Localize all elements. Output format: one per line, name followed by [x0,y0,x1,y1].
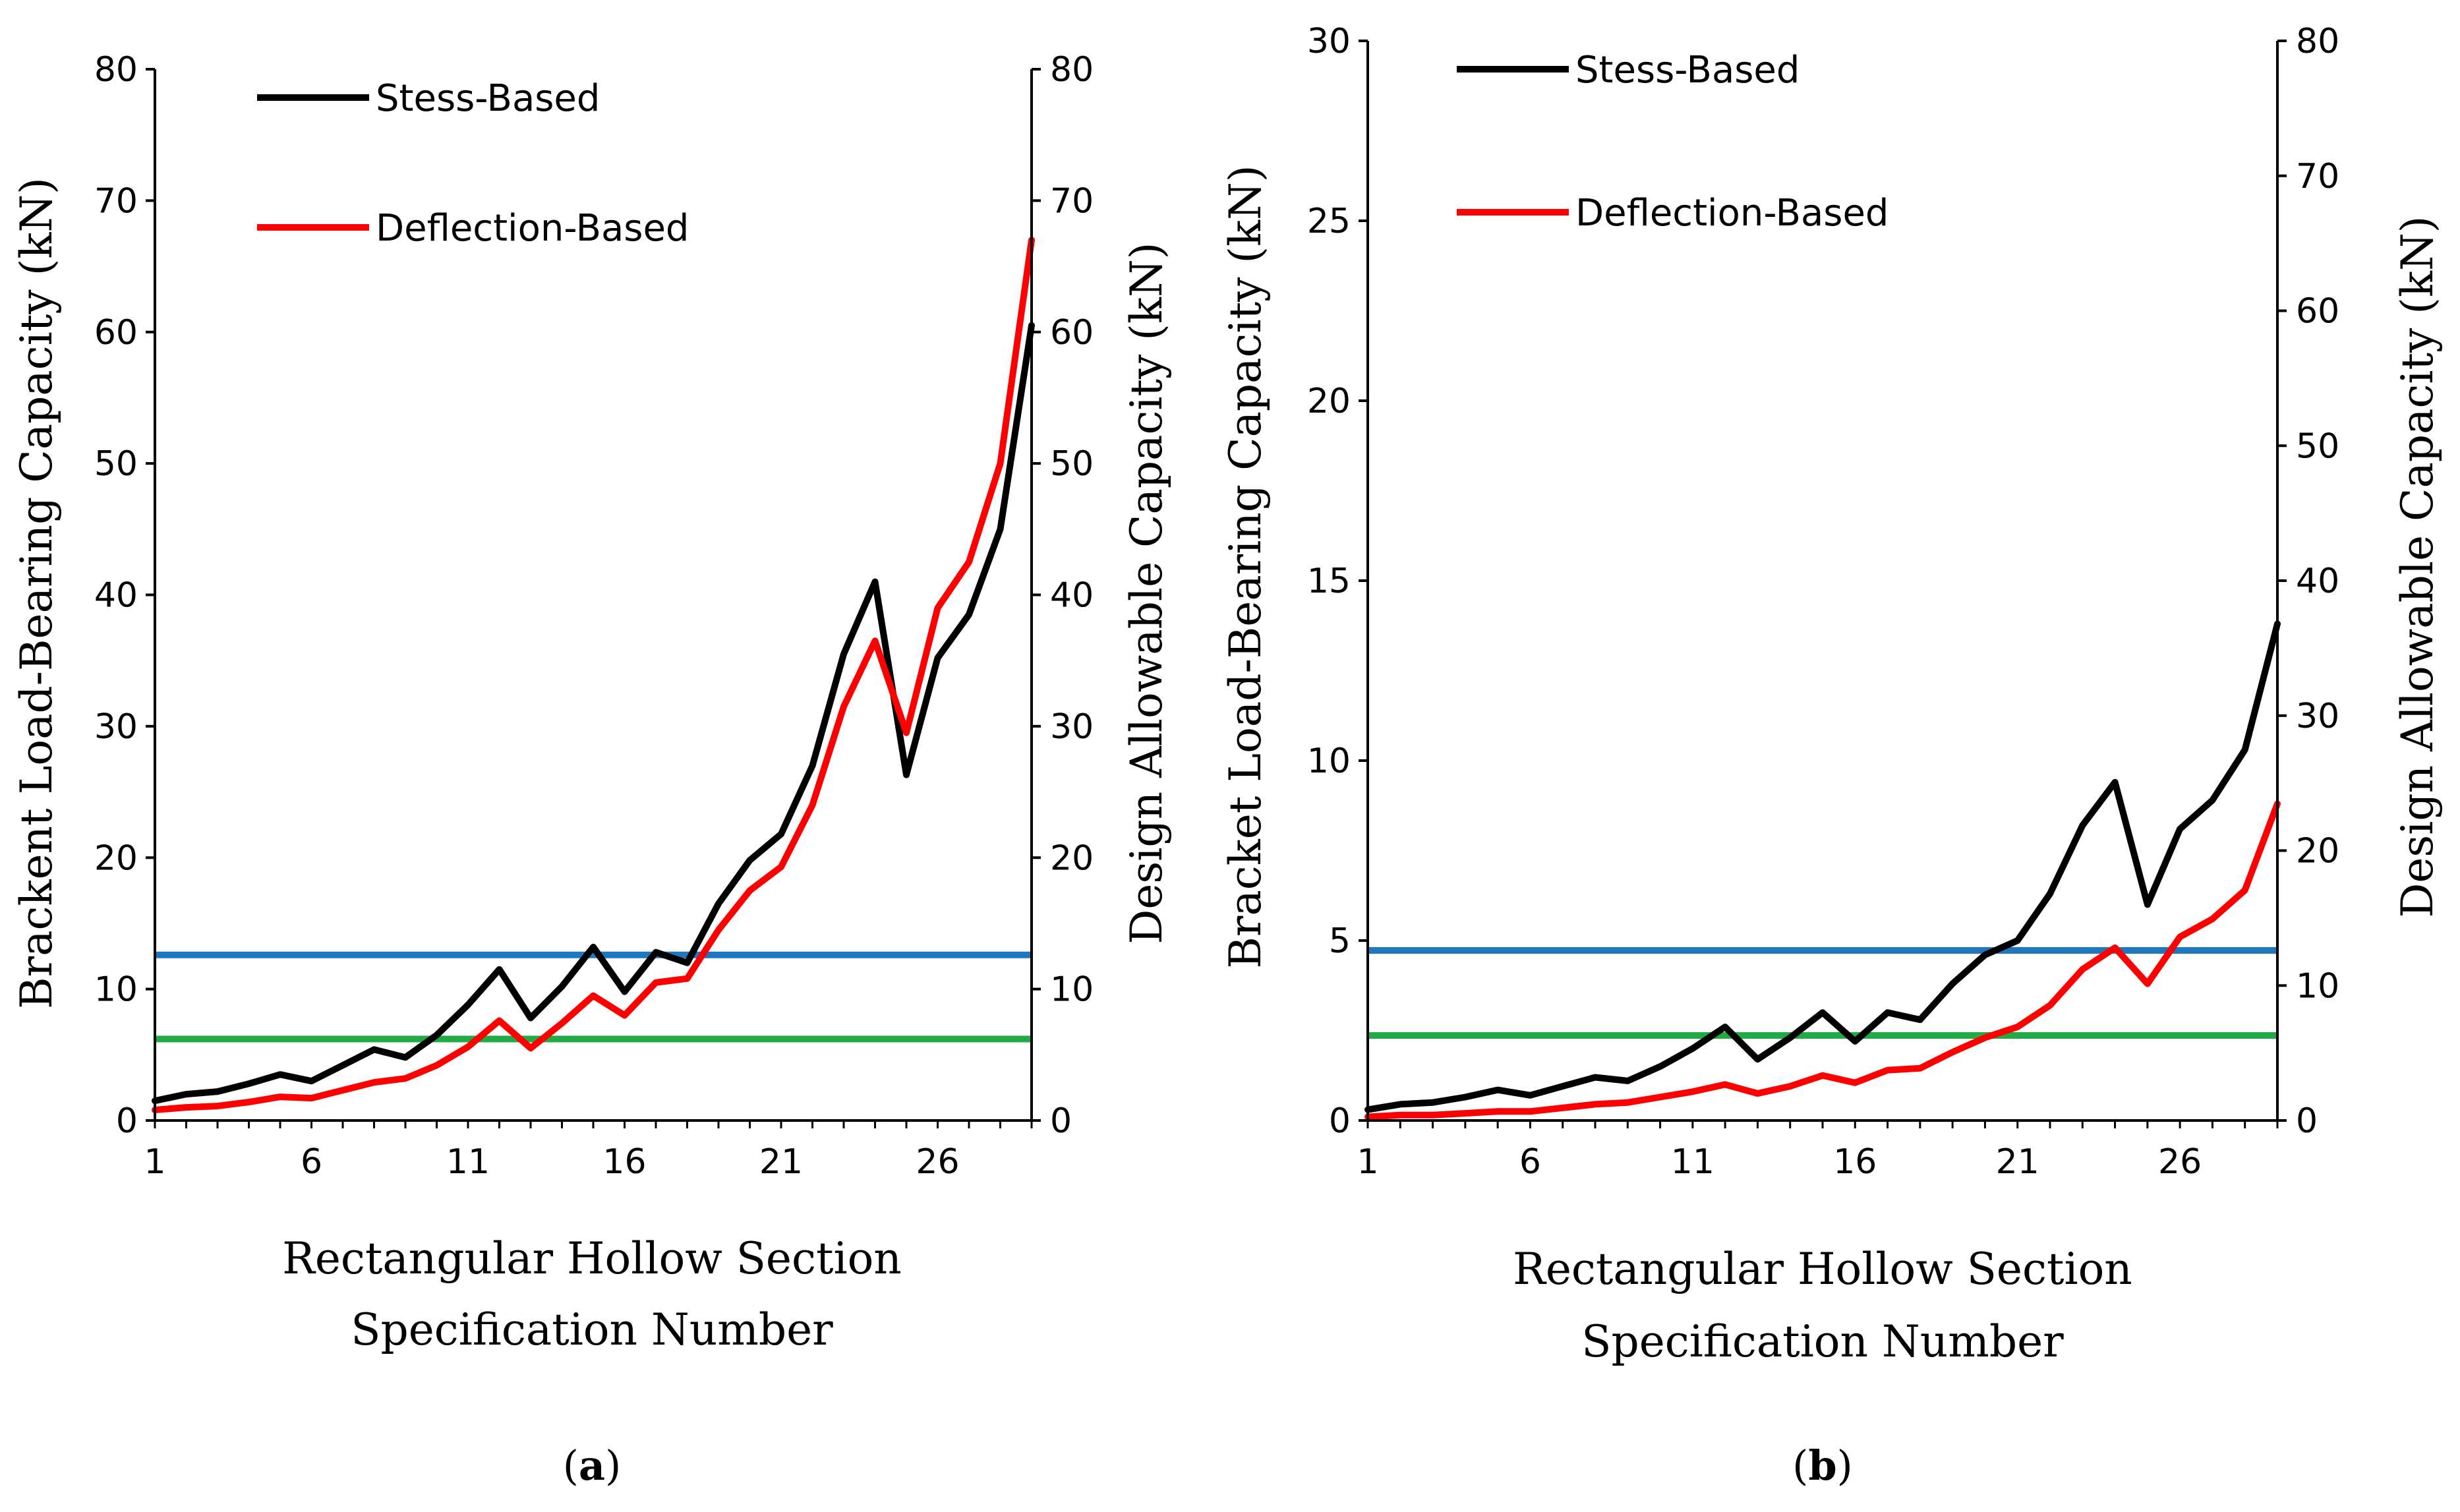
y2-tick-label: 30 [1050,707,1094,747]
x-tick-label: 1 [1357,1142,1378,1182]
y-tick-label: 10 [1307,741,1351,781]
y-axis-title-right: Design Allowable Capacity (kN) [1121,242,1172,944]
y-tick-label: 30 [1307,22,1351,61]
legend-label-deflection: Deflection-Based [376,207,689,250]
x-tick-label: 6 [301,1142,322,1182]
y-tick-label: 25 [1307,202,1351,241]
x-tick-label: 11 [1671,1142,1714,1182]
legend: Stess-Based Deflection-Based [257,77,689,250]
y-tick-label: 20 [94,838,138,878]
y2-tick-label: 70 [2296,157,2339,196]
y-tick-label: 0 [116,1101,138,1141]
y2-tick-label: 10 [2296,966,2339,1006]
x-tick-label: 21 [759,1142,803,1182]
y2-tick-label: 40 [1050,576,1094,616]
y-tick-label: 40 [94,576,138,616]
y2-tick-label: 50 [2296,426,2339,466]
y2-tick-label: 0 [1050,1101,1072,1141]
y2-tick-label: 70 [1050,181,1094,221]
y-tick-label: 0 [1329,1101,1351,1141]
y-tick-label: 70 [94,181,138,221]
y-tick-label: 60 [94,313,138,353]
x-tick-label: 16 [602,1142,646,1182]
y2-tick-label: 50 [1050,444,1094,484]
y-tick-label: 5 [1329,921,1351,961]
y2-tick-label: 80 [2296,22,2339,61]
y2-tick-label: 20 [2296,832,2339,871]
y-tick-label: 10 [94,970,138,1010]
y2-tick-label: 60 [2296,292,2339,332]
x-tick-label: 16 [1833,1142,1877,1182]
legend-label-stress: Stess-Based [376,77,600,120]
y-tick-label: 20 [1307,382,1351,421]
x-axis-title-line2: Specification Number [1581,1316,2064,1367]
y-axis-title-left: Brackent Load-Bearing Capacity (kN) [11,177,62,1009]
x-tick-label: 6 [1519,1142,1541,1182]
legend-label-stress: Stess-Based [1575,49,1800,92]
series-line-deflection-based [152,237,1035,1113]
series-line-deflection-based [1364,800,2281,1120]
y-tick-label: 50 [94,444,138,484]
x-axis-title-line2: Specification Number [351,1304,833,1355]
x-tick-label: 11 [446,1142,490,1182]
x-tick-label: 26 [916,1142,959,1182]
y2-tick-label: 20 [1050,838,1094,878]
y2-tick-label: 10 [1050,970,1094,1010]
y-tick-label: 15 [1307,562,1351,601]
panel-caption-b: (b) [1792,1441,1853,1490]
x-tick-label: 26 [2158,1142,2202,1182]
y2-tick-label: 0 [2296,1101,2318,1141]
x-axis-title-line1: Rectangular Hollow Section [282,1233,902,1284]
y-axis-title-left: Bracket Load-Bearing Capacity (kN) [1220,165,1271,968]
legend: Stess-Based Deflection-Based [1457,49,1889,235]
y-axis-title-right: Design Allowable Capacity (kN) [2392,216,2443,917]
x-tick-label: 21 [1996,1142,2039,1182]
panel-caption-a: (a) [563,1441,622,1490]
series-line-stress-based [152,322,1035,1105]
y2-tick-label: 30 [2296,697,2339,736]
legend-label-deflection: Deflection-Based [1575,192,1889,235]
y-tick-label: 80 [94,50,138,90]
x-axis-title-line1: Rectangular Hollow Section [1513,1244,2132,1294]
series-line-stress-based [1364,620,2281,1113]
y-tick-label: 30 [94,707,138,747]
x-tick-label: 1 [144,1142,165,1182]
y2-tick-label: 80 [1050,50,1094,90]
y2-tick-label: 40 [2296,562,2339,601]
y2-tick-label: 60 [1050,313,1094,353]
